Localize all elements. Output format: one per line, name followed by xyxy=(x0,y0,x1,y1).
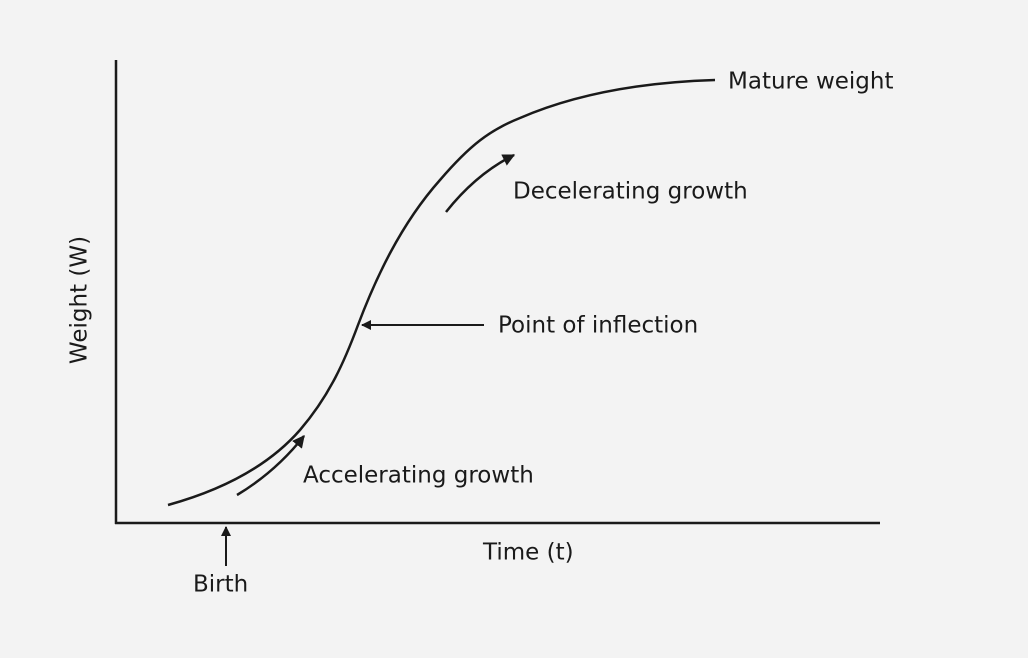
x-axis-label: Time (t) xyxy=(482,540,574,566)
decelerating-label: Decelerating growth xyxy=(513,179,748,205)
birth-label: Birth xyxy=(193,572,248,598)
y-axis-label: Weight (W) xyxy=(67,236,93,364)
decelerating-arrow xyxy=(445,153,516,213)
accelerating-arrow xyxy=(236,435,305,497)
mature-label: Mature weight xyxy=(728,69,894,95)
accelerating-label: Accelerating growth xyxy=(303,463,534,489)
inflection-label: Point of inflection xyxy=(498,313,698,339)
growth-curve xyxy=(167,78,716,507)
